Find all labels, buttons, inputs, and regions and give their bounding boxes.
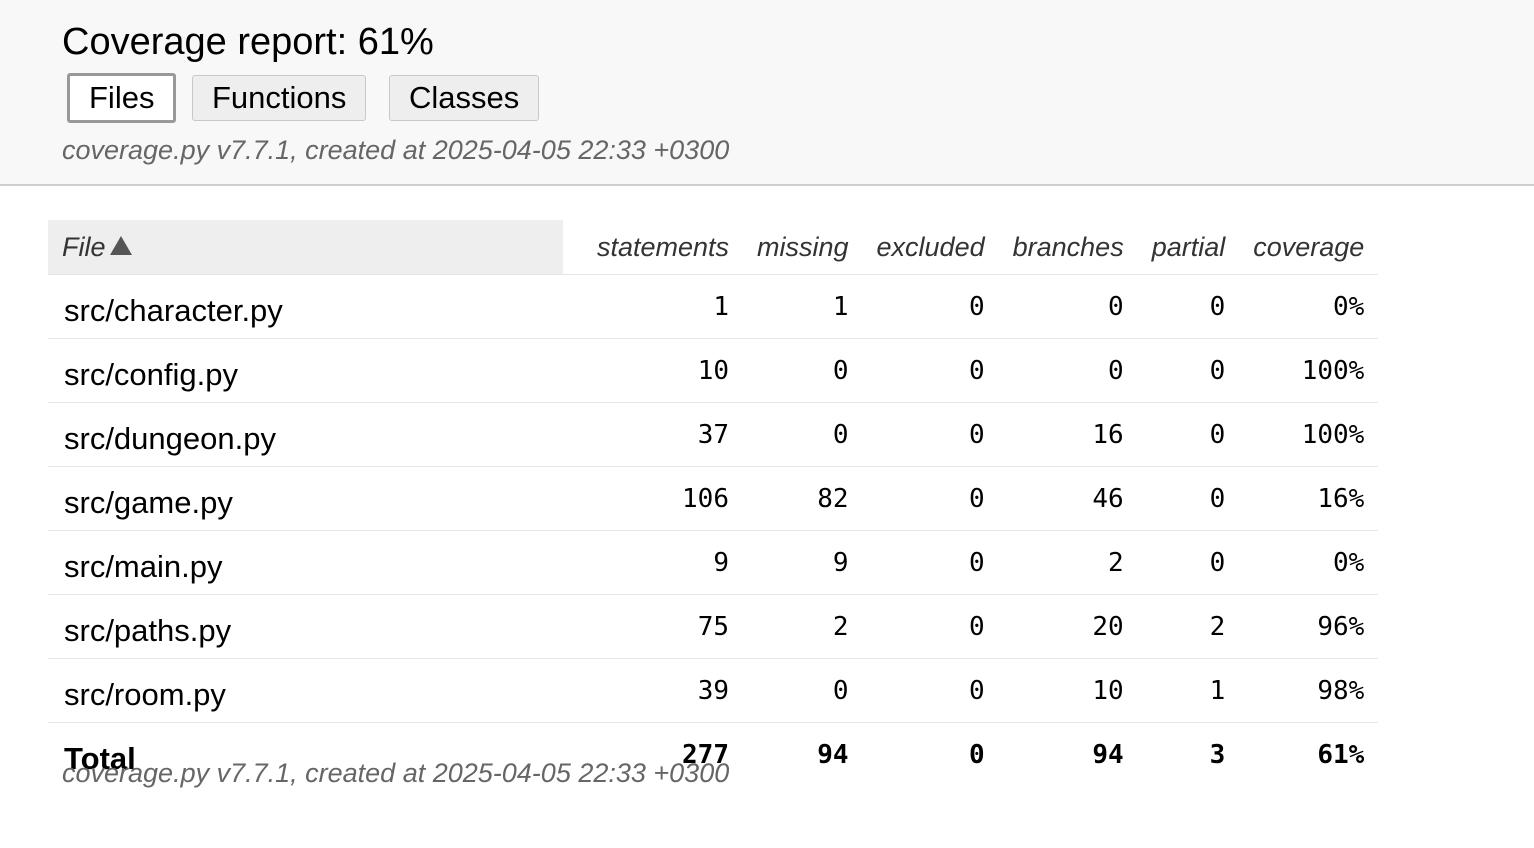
coverage-cell: 96% (1239, 594, 1379, 659)
coverage-table: File statements missing excluded branche… (48, 220, 1379, 787)
coverage-cell: 100% (1239, 402, 1379, 467)
column-header-file-label: File (62, 231, 106, 262)
table-row: src/config.py 10 0 0 0 0 100% (48, 338, 1379, 403)
column-header-excluded[interactable]: excluded (862, 220, 999, 275)
statements-cell: 1 (563, 274, 743, 339)
file-link[interactable]: src/character.py (48, 274, 563, 339)
statements-cell: 106 (563, 466, 743, 531)
branches-cell: 20 (998, 594, 1138, 659)
file-link[interactable]: src/main.py (48, 530, 563, 595)
coverage-cell: 98% (1239, 658, 1379, 723)
total-branches: 94 (1092, 739, 1124, 770)
excluded-cell: 0 (862, 466, 999, 531)
file-link[interactable]: src/dungeon.py (48, 402, 563, 467)
table-row: src/room.py 39 0 0 10 1 98% (48, 658, 1379, 723)
coverage-cell: 0% (1239, 274, 1379, 339)
missing-cell: 2 (743, 594, 863, 659)
branches-cell: 0 (998, 274, 1138, 339)
excluded-cell: 0 (862, 338, 999, 403)
statements-cell: 9 (563, 530, 743, 595)
file-link[interactable]: src/room.py (48, 658, 563, 723)
column-header-branches[interactable]: branches (998, 220, 1138, 275)
partial-cell: 1 (1137, 658, 1240, 723)
total-coverage: 61% (1317, 739, 1365, 770)
statements-cell: 10 (563, 338, 743, 403)
branches-cell: 16 (998, 402, 1138, 467)
missing-cell: 0 (743, 402, 863, 467)
total-partial: 3 (1209, 739, 1226, 770)
report-header: Coverage report: 61% Files Functions Cla… (0, 0, 1534, 186)
page-title: Coverage report: 61% (62, 21, 434, 63)
statements-cell: 37 (563, 402, 743, 467)
missing-cell: 0 (743, 658, 863, 723)
column-header-statements[interactable]: statements (563, 220, 743, 275)
total-label: Total (64, 740, 136, 776)
table-header-row: File statements missing excluded branche… (48, 220, 1379, 275)
partial-cell: 0 (1137, 466, 1240, 531)
table-row: src/dungeon.py 37 0 0 16 0 100% (48, 402, 1379, 467)
total-statements: 277 (682, 739, 729, 770)
missing-cell: 0 (743, 338, 863, 403)
table-row: src/game.py 106 82 0 46 0 16% (48, 466, 1379, 531)
partial-cell: 0 (1137, 274, 1240, 339)
excluded-cell: 0 (862, 274, 999, 339)
total-missing: 94 (817, 739, 849, 770)
missing-cell: 9 (743, 530, 863, 595)
statements-cell: 39 (563, 658, 743, 723)
coverage-cell: 100% (1239, 338, 1379, 403)
partial-cell: 0 (1137, 338, 1240, 403)
sort-ascending-icon (109, 235, 132, 255)
header-created-text: coverage.py v7.7.1, created at 2025-04-0… (62, 135, 730, 165)
partial-cell: 0 (1137, 402, 1240, 467)
column-header-coverage[interactable]: coverage (1239, 220, 1379, 275)
tab-functions[interactable]: Functions (192, 75, 367, 121)
file-link[interactable]: src/game.py (48, 466, 563, 531)
coverage-cell: 0% (1239, 530, 1379, 595)
column-header-partial[interactable]: partial (1137, 220, 1240, 275)
branches-cell: 46 (998, 466, 1138, 531)
branches-cell: 10 (998, 658, 1138, 723)
partial-cell: 0 (1137, 530, 1240, 595)
coverage-cell: 16% (1239, 466, 1379, 531)
excluded-cell: 0 (862, 402, 999, 467)
tab-classes[interactable]: Classes (389, 75, 540, 121)
table-row: src/main.py 9 9 0 2 0 0% (48, 530, 1379, 595)
excluded-cell: 0 (862, 658, 999, 723)
missing-cell: 82 (743, 466, 863, 531)
branches-cell: 2 (998, 530, 1138, 595)
file-link[interactable]: src/paths.py (48, 594, 563, 659)
missing-cell: 1 (743, 274, 863, 339)
total-excluded: 0 (968, 739, 985, 770)
column-header-missing[interactable]: missing (743, 220, 863, 275)
table-row: src/paths.py 75 2 0 20 2 96% (48, 594, 1379, 659)
file-link[interactable]: src/config.py (48, 338, 563, 403)
table-row: src/character.py 1 1 0 0 0 0% (48, 274, 1379, 339)
partial-cell: 2 (1137, 594, 1240, 659)
column-header-file[interactable]: File (48, 220, 563, 275)
statements-cell: 75 (563, 594, 743, 659)
footer-created-text: coverage.py v7.7.1, created at 2025-04-0… (62, 758, 730, 788)
total-row: Total 277 94 0 94 3 61% (48, 723, 1378, 787)
tab-files[interactable]: Files (67, 73, 177, 123)
excluded-cell: 0 (862, 594, 999, 659)
excluded-cell: 0 (862, 530, 999, 595)
branches-cell: 0 (998, 338, 1138, 403)
